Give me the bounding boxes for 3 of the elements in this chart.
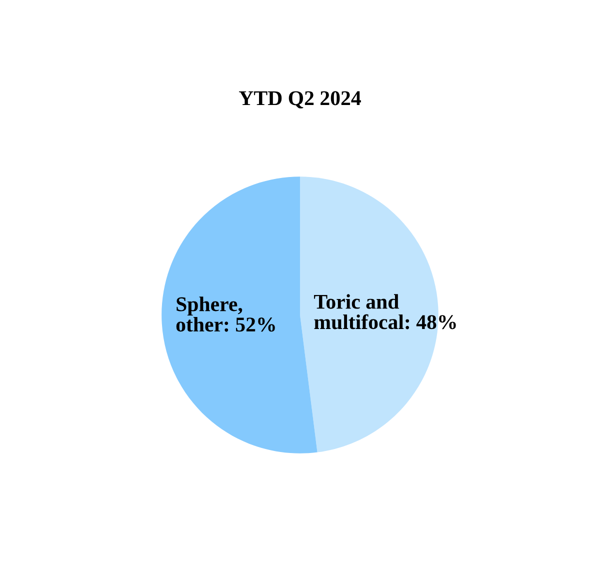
slice-label: Sphere, other: 52% — [176, 296, 275, 332]
slice-label: Toric and multifocal: 48% — [314, 294, 456, 330]
chart-title: YTD Q2 2024 — [239, 91, 361, 108]
